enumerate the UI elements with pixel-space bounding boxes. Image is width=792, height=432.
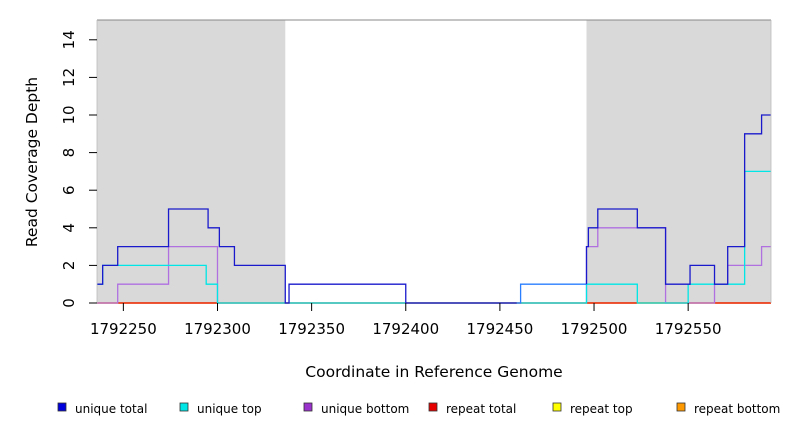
x-tick-label: 1792300	[184, 320, 251, 338]
x-tick-label: 1792450	[466, 320, 533, 338]
legend-label: unique bottom	[321, 402, 409, 416]
y-tick-label: 2	[60, 261, 78, 271]
x-tick-label: 1792350	[278, 320, 345, 338]
series-line-unique-total-1	[97, 208, 517, 304]
series-line-unique-total-2	[516, 283, 587, 304]
legend-swatch	[57, 402, 67, 412]
x-tick-label: 1792500	[561, 320, 628, 338]
y-tick-label: 10	[60, 105, 78, 124]
x-tick-label: 1792400	[372, 320, 439, 338]
legend-label: repeat total	[446, 402, 516, 416]
legend-label: unique top	[197, 402, 262, 416]
legend-label: repeat bottom	[694, 402, 780, 416]
legend-item-repeat-bottom: repeat bottom	[676, 402, 780, 416]
shaded-region-2	[586, 20, 771, 303]
series-lines	[97, 114, 771, 304]
legend-item-repeat-total: repeat total	[428, 402, 516, 416]
y-tick-label: 12	[60, 68, 78, 87]
legend-swatch	[428, 402, 438, 412]
legend: unique total unique top unique bottom repea…	[57, 402, 780, 416]
x-tick-label: 1792550	[655, 320, 722, 338]
plot-frame	[96, 19, 772, 303]
legend-item-unique-total: unique total	[57, 402, 147, 416]
legend-item-repeat-top: repeat top	[552, 402, 633, 416]
shaded-regions	[97, 20, 771, 303]
series-line-unique-total-3	[585, 114, 771, 285]
y-tick-label: 14	[60, 30, 78, 49]
y-tick-label: 4	[60, 223, 78, 233]
shaded-region-1	[97, 20, 286, 303]
legend-swatch	[303, 402, 313, 412]
x-axis-title: Coordinate in Reference Genome	[305, 363, 562, 381]
y-tick-label: 8	[60, 148, 78, 158]
legend-swatch	[179, 402, 189, 412]
x-tick-label: 1792250	[90, 320, 157, 338]
legend-label: unique total	[75, 402, 147, 416]
legend-label: repeat top	[570, 402, 633, 416]
legend-item-unique-top: unique top	[179, 402, 262, 416]
y-tick-label: 0	[60, 298, 78, 308]
y-axis: 0 2 4 6 8 10 12 14	[60, 30, 97, 308]
legend-swatch	[676, 402, 686, 412]
legend-item-unique-bottom: unique bottom	[303, 402, 409, 416]
legend-swatch	[552, 402, 562, 412]
y-axis-title: Read Coverage Depth	[23, 77, 41, 247]
y-tick-label: 6	[60, 185, 78, 195]
x-axis: 1792250 1792300 1792350 1792400 1792450 17925…	[90, 303, 722, 338]
